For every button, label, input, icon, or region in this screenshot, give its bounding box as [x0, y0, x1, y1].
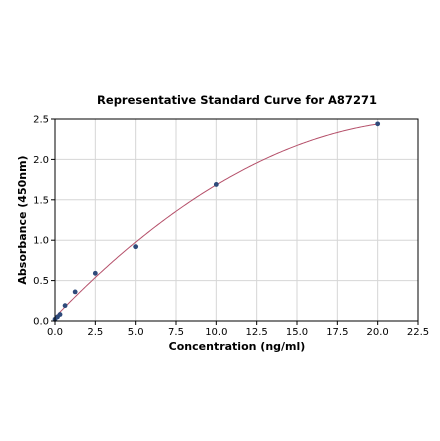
- x-tick-label: 22.5: [407, 327, 429, 338]
- x-tick-label: 15.0: [286, 327, 308, 338]
- data-point: [213, 182, 219, 187]
- x-tick-label: 0.0: [47, 327, 63, 338]
- y-tick-label: 2.5: [33, 115, 49, 126]
- x-axis-label: Concentration (ng/ml): [169, 340, 306, 353]
- data-point: [133, 244, 139, 250]
- grid: [54, 118, 419, 322]
- x-tick-label: 20.0: [367, 327, 389, 338]
- x-tick-label: 7.5: [168, 327, 184, 338]
- data-point: [62, 303, 68, 309]
- x-tick-label: 2.5: [87, 327, 103, 338]
- data-point: [92, 270, 98, 276]
- data-point: [72, 289, 78, 295]
- axes: 0.0 2.5 5.0 7.5 10.0 12.5 15.0 17.5 20.0 22.5 0.0 0…: [33, 115, 429, 339]
- y-tick-label: 1.0: [33, 236, 49, 247]
- x-tick-label: 5.0: [128, 327, 144, 338]
- data-point: [375, 121, 381, 127]
- x-tick-label: 12.5: [246, 327, 268, 338]
- x-tick-label: 10.0: [205, 327, 227, 338]
- plot-frame: [54, 118, 419, 322]
- chart-title: Representative Standard Curve for A87271: [97, 93, 377, 107]
- y-tick-label: 2.0: [33, 155, 49, 166]
- x-tick-label: 17.5: [326, 327, 348, 338]
- y-tick-label: 1.5: [33, 195, 49, 206]
- y-tick-label: 0.5: [33, 276, 49, 287]
- y-tick-label: 0.0: [33, 317, 49, 328]
- data-point: [57, 312, 63, 317]
- y-axis-label: Absorbance (450nm): [16, 155, 29, 284]
